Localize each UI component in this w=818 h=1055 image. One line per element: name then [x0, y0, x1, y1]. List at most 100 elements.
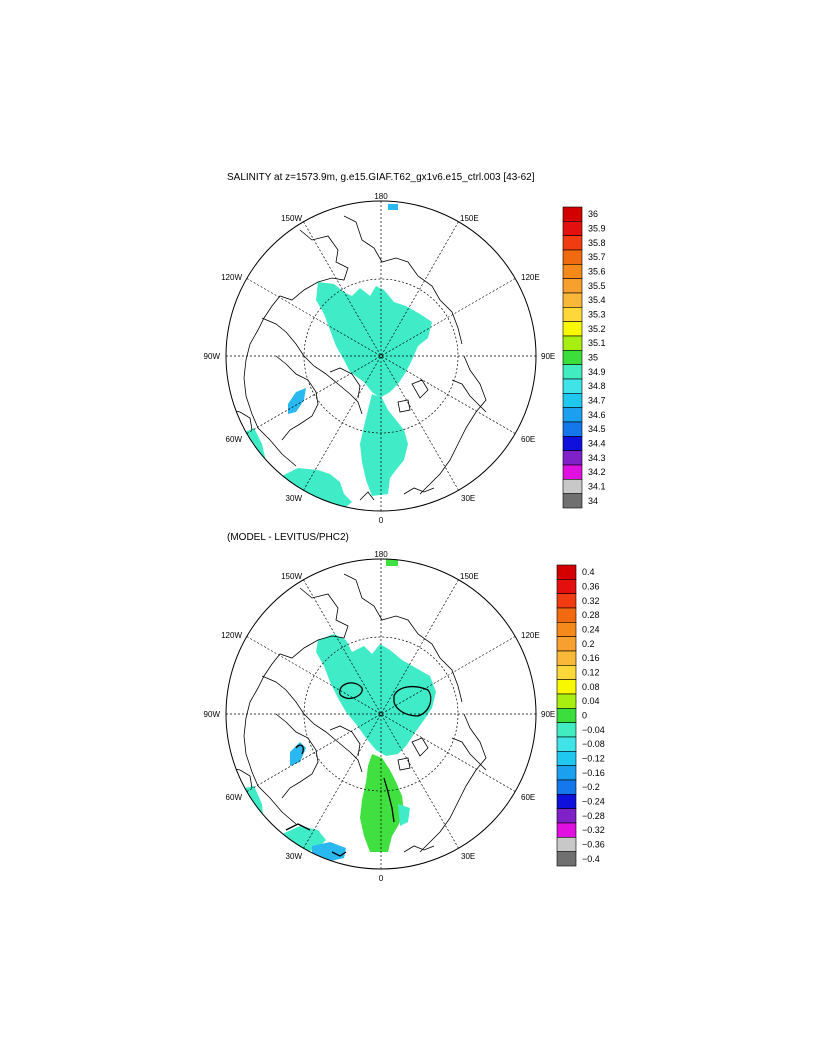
colorbar-label: 35.3 — [588, 310, 606, 320]
colorbar: 0.4 0.36 0.32 0.28 0.24 0.2 0.16 0.12 0.08 0.04 0 −… — [556, 564, 605, 867]
salinity-region — [360, 394, 408, 496]
colorbar: 36 35.9 35.8 35.7 35.6 35.5 35.4 35.3 35.2 35.1 35… — [562, 206, 606, 509]
colorbar-label: 34.6 — [588, 410, 606, 420]
colorbar-swatch — [556, 736, 577, 752]
colorbar-label: −0.28 — [582, 811, 605, 821]
colorbar-label: −0.24 — [582, 797, 605, 807]
colorbar-swatch — [562, 350, 583, 365]
colorbar-swatch — [556, 607, 577, 623]
colorbar-label: 35.6 — [588, 267, 606, 277]
zero-contour — [285, 682, 432, 857]
colorbar-label: 34.4 — [588, 439, 606, 449]
colorbar-label: 36 — [588, 209, 598, 219]
colorbar-swatch — [556, 808, 577, 824]
colorbar-swatch — [556, 837, 577, 852]
colorbar-swatch — [562, 278, 583, 294]
colorbar-label: −0.4 — [582, 854, 600, 864]
difference-region — [316, 634, 436, 756]
difference-region-light-blue — [258, 842, 280, 860]
colorbar-swatch — [562, 221, 583, 236]
lon-label: 90W — [204, 710, 221, 719]
colorbar-swatch — [562, 450, 583, 466]
graticule — [226, 201, 536, 511]
colorbar-swatch — [556, 722, 577, 738]
colorbar-label: −0.16 — [582, 768, 605, 778]
colorbar-swatch — [562, 206, 583, 222]
colorbar-swatch — [562, 393, 583, 408]
polar-map-salinity: 180 150E 120E 90E 60E 30E 0 30W 60W 90W … — [204, 192, 606, 525]
colorbar-label: 0.16 — [582, 653, 600, 663]
colorbar-label: −0.04 — [582, 725, 605, 735]
colorbar-label: 34.8 — [588, 381, 606, 391]
colorbar-label: 0.24 — [582, 625, 600, 635]
colorbar-label: 34.1 — [588, 482, 606, 492]
colorbar-swatch — [562, 292, 583, 308]
lon-label: 90E — [541, 352, 555, 361]
colorbar-label: 35.8 — [588, 238, 606, 248]
lon-label: 0 — [379, 874, 384, 883]
colorbar-swatch — [556, 564, 577, 580]
colorbar-swatch — [562, 421, 583, 437]
colorbar-swatch — [556, 665, 577, 680]
colorbar-swatch — [556, 708, 577, 723]
lon-label: 60W — [226, 435, 243, 444]
colorbar-swatch — [562, 436, 583, 451]
map-boundary — [225, 200, 537, 512]
colorbar-label: 34 — [588, 496, 598, 506]
colorbar-label: 0.4 — [582, 567, 595, 577]
colorbar-swatch — [562, 493, 583, 509]
colorbar-swatch — [556, 751, 577, 766]
colorbar-swatch — [556, 693, 577, 709]
lon-label: 90W — [204, 352, 221, 361]
colorbar-label: −0.12 — [582, 754, 605, 764]
lon-label: 150W — [281, 214, 302, 223]
lon-label: 30E — [461, 494, 475, 503]
colorbar-label: 0.36 — [582, 582, 600, 592]
colorbar-swatch — [556, 794, 577, 809]
difference-region-light-blue — [312, 842, 346, 862]
difference-region — [398, 804, 410, 826]
lon-label: 30W — [286, 852, 303, 861]
colorbar-label: 35.5 — [588, 281, 606, 291]
colorbar-swatch — [562, 364, 583, 380]
lon-label: 150E — [460, 214, 479, 223]
difference-region-green — [360, 754, 404, 852]
colorbar-swatch — [562, 307, 583, 322]
lon-label: 150E — [460, 572, 479, 581]
map-boundary — [225, 558, 537, 870]
colorbar-swatch — [556, 650, 577, 666]
lon-label: 180 — [374, 192, 388, 201]
lon-label: 180 — [374, 550, 388, 559]
colorbar-label: −0.32 — [582, 825, 605, 835]
colorbar-label: 0.04 — [582, 696, 600, 706]
lon-label: 120W — [221, 273, 242, 282]
colorbar-label: 34.2 — [588, 467, 606, 477]
colorbar-label: 34.7 — [588, 396, 606, 406]
colorbar-label: 35.1 — [588, 338, 606, 348]
colorbar-label: 35 — [588, 353, 598, 363]
colorbar-label: 34.3 — [588, 453, 606, 463]
colorbar-label: 34.9 — [588, 367, 606, 377]
colorbar-label: 0.08 — [582, 682, 600, 692]
colorbar-swatch — [556, 851, 577, 867]
colorbar-swatch — [562, 479, 583, 494]
colorbar-swatch — [556, 579, 577, 594]
lon-label: 60E — [521, 435, 535, 444]
colorbar-label: −0.08 — [582, 739, 605, 749]
colorbar-swatch — [556, 593, 577, 609]
colorbar-swatch — [562, 321, 583, 337]
colorbar-label: 0.12 — [582, 668, 600, 678]
salinity-region-light-blue — [388, 204, 398, 210]
colorbar-swatch — [562, 249, 583, 265]
colorbar-swatch — [556, 822, 577, 838]
colorbar-swatch — [562, 464, 583, 480]
colorbar-swatch — [556, 679, 577, 695]
colorbar-label: −0.36 — [582, 840, 605, 850]
difference-region-light-blue — [290, 742, 306, 766]
colorbar-label: −0.2 — [582, 782, 600, 792]
colorbar-label: 0 — [582, 711, 587, 721]
colorbar-label: 0.32 — [582, 596, 600, 606]
panel-title: (MODEL - LEVITUS/PHC2) — [227, 532, 349, 543]
lon-label: 60E — [521, 793, 535, 802]
